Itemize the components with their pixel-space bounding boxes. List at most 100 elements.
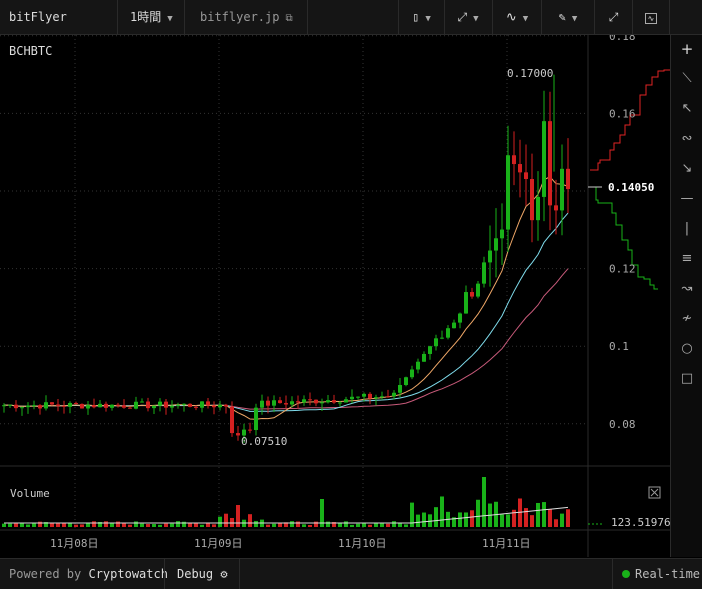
candle-body <box>398 385 402 393</box>
candle-body <box>206 401 210 406</box>
candle-body <box>290 401 294 405</box>
volume-bar <box>152 524 156 527</box>
candle-body <box>182 403 186 405</box>
volume-bar <box>182 521 186 527</box>
candle-body <box>506 155 510 230</box>
fullscreen-button[interactable]: ⤢ <box>595 0 633 34</box>
moving-average-lines <box>3 176 569 420</box>
pitchfork-icon[interactable]: ↝ <box>681 281 693 296</box>
candle-body <box>50 402 54 405</box>
candle-body <box>80 403 84 409</box>
line-style-button[interactable]: ∿ ▼ <box>493 0 542 34</box>
candle-body <box>62 405 66 407</box>
volume-bar <box>206 523 210 527</box>
price-tick-label: 0.08 <box>609 418 636 431</box>
candle-body <box>386 396 390 398</box>
curve-tool-icon[interactable]: ∾ <box>681 131 693 146</box>
volume-bar <box>80 524 84 527</box>
fib-icon[interactable]: ≡ <box>681 251 693 266</box>
price-tick-label: 0.12 <box>609 263 636 276</box>
volume-bar <box>458 512 462 527</box>
line-tool-icon[interactable]: ⟍ <box>682 71 692 86</box>
candle-body <box>380 396 384 398</box>
candle-body <box>218 404 222 408</box>
volume-bar <box>38 521 42 527</box>
candle-body <box>308 399 312 401</box>
volume-bar <box>230 517 234 527</box>
volume-bar <box>122 523 126 527</box>
volume-bar <box>362 522 366 527</box>
candle-body <box>284 403 288 405</box>
depth-lines <box>590 69 670 290</box>
candle-body <box>170 405 174 408</box>
crosshair-icon[interactable]: + <box>680 40 694 58</box>
price-tick-label: 0.16 <box>609 107 636 120</box>
candle-body <box>302 399 306 403</box>
draw-icon: ✎ <box>558 10 566 24</box>
candle-body <box>104 403 108 408</box>
candle-body <box>14 404 18 409</box>
volume-bar <box>386 523 390 527</box>
volume-bar <box>416 514 420 527</box>
candle-body <box>146 401 150 409</box>
volume-bar <box>170 523 174 527</box>
interval-selector[interactable]: 1時間 ▼ <box>119 0 185 34</box>
volume-bar <box>20 522 24 527</box>
volume-bar <box>14 522 18 527</box>
candle-body <box>440 337 444 339</box>
bottom-bar: Powered by Cryptowatch Debug ⚙ Real-time <box>0 558 702 589</box>
candle-body <box>230 406 234 434</box>
price-chart[interactable]: 11月08日 11月09日 11月10日 11月11日 0.180.160.120.1… <box>0 30 671 557</box>
candle-body <box>110 404 114 408</box>
powered-by[interactable]: Powered by Cryptowatch <box>9 559 168 589</box>
volume-bar <box>284 522 288 527</box>
candle-body <box>446 328 450 338</box>
arrow-tool-icon[interactable]: ↖ <box>681 101 693 116</box>
candle-body <box>338 402 342 404</box>
indicator-button[interactable]: ⤢ ▼ <box>444 0 493 34</box>
volume-bar <box>128 524 132 527</box>
fan-icon[interactable]: ≁ <box>681 311 693 326</box>
candle-body <box>164 401 168 408</box>
volume-bar <box>158 524 162 527</box>
candle-body <box>260 400 264 408</box>
candle-body <box>314 399 318 404</box>
candle-body <box>194 406 198 408</box>
candle-body <box>368 393 372 399</box>
debug-label: Debug <box>177 567 214 581</box>
volume-bar <box>392 521 396 527</box>
circle-icon[interactable]: ○ <box>681 341 693 356</box>
volume-bar <box>380 523 384 527</box>
candle-body <box>236 433 240 436</box>
volume-bar <box>530 515 534 527</box>
snapshot-button[interactable]: ∿ <box>633 0 670 34</box>
rectangle-icon[interactable]: □ <box>680 371 694 386</box>
volume-bar <box>104 521 108 527</box>
draw-button[interactable]: ✎ ▼ <box>542 0 595 34</box>
volume-bar <box>404 524 408 527</box>
candle-style-button[interactable]: ▯ ▼ <box>398 0 445 34</box>
volume-bar <box>290 521 294 527</box>
volume-bar <box>470 510 474 527</box>
candle-body <box>248 429 252 431</box>
candle-body <box>224 404 228 407</box>
volume-bar <box>86 523 90 527</box>
candle-body <box>278 400 282 404</box>
volume-close-button[interactable] <box>648 486 661 499</box>
status-dot <box>622 569 630 578</box>
candle-body <box>428 346 432 354</box>
candle-body <box>32 405 36 407</box>
source-link[interactable]: bitflyer.jp ⧉ <box>186 0 308 34</box>
volume-bar <box>8 523 12 527</box>
horizontal-line-icon[interactable]: — <box>680 191 694 206</box>
arrow-down-icon[interactable]: ↘ <box>681 161 693 176</box>
volume-bar <box>518 498 522 527</box>
volume-bar <box>44 522 48 527</box>
debug-button[interactable]: Debug ⚙ <box>164 559 240 589</box>
chart-area[interactable]: 11月08日 11月09日 11月10日 11月11日 0.18 0.16 0.12 0.1… <box>0 30 671 557</box>
volume-bar <box>560 513 564 527</box>
vertical-line-icon[interactable]: | <box>684 221 690 236</box>
volume-bar <box>110 523 114 527</box>
volume-bar <box>236 505 240 527</box>
volume-bar <box>254 520 258 527</box>
